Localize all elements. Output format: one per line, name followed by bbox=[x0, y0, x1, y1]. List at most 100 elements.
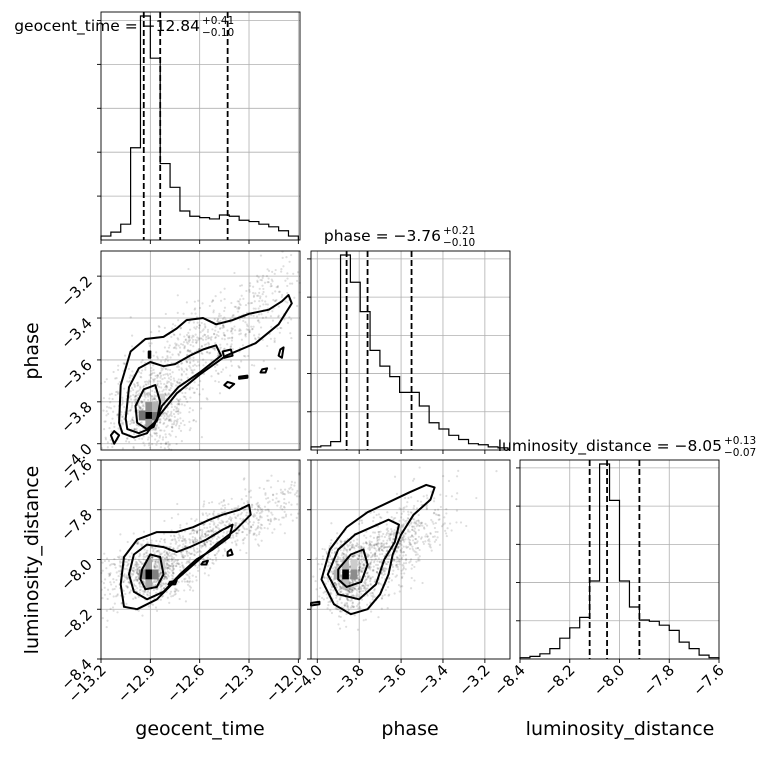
sample-point bbox=[157, 549, 160, 552]
sample-point bbox=[160, 369, 163, 372]
sample-point bbox=[392, 537, 395, 540]
sample-point bbox=[372, 568, 375, 571]
sample-point bbox=[338, 588, 341, 591]
sample-point bbox=[410, 534, 414, 537]
sample-point bbox=[222, 331, 225, 335]
sample-point bbox=[235, 542, 238, 545]
sample-point bbox=[136, 542, 139, 546]
sample-point bbox=[411, 525, 414, 529]
sample-point bbox=[169, 434, 172, 437]
sample-point bbox=[343, 619, 346, 622]
sample-point bbox=[182, 554, 185, 557]
sample-point bbox=[413, 579, 416, 582]
sample-point bbox=[177, 410, 180, 413]
sample-point bbox=[109, 407, 113, 410]
sample-point bbox=[380, 548, 384, 552]
sample-point bbox=[325, 550, 328, 553]
sample-point bbox=[375, 543, 379, 546]
sample-point bbox=[338, 627, 342, 630]
sample-point bbox=[201, 528, 204, 531]
sample-point bbox=[166, 566, 169, 569]
sample-point bbox=[132, 570, 136, 573]
sample-point bbox=[111, 588, 114, 591]
sample-point bbox=[165, 385, 168, 388]
sample-point bbox=[150, 369, 153, 372]
sample-point bbox=[338, 582, 341, 585]
sample-point bbox=[322, 598, 325, 601]
sample-point bbox=[195, 387, 199, 391]
sample-point bbox=[142, 558, 145, 561]
sample-point bbox=[170, 335, 173, 338]
sample-point bbox=[188, 334, 191, 337]
sample-point bbox=[346, 603, 349, 606]
sample-point bbox=[375, 555, 379, 558]
sample-point bbox=[378, 547, 381, 551]
sample-point bbox=[213, 318, 216, 321]
sample-point bbox=[142, 350, 145, 353]
sample-point bbox=[357, 572, 360, 575]
sample-point bbox=[173, 537, 177, 541]
sample-point bbox=[220, 519, 223, 522]
sample-point bbox=[400, 572, 403, 575]
sample-point bbox=[366, 572, 369, 575]
sample-point bbox=[229, 345, 233, 348]
sample-point bbox=[185, 562, 188, 565]
sample-point bbox=[346, 589, 350, 592]
sample-point bbox=[372, 516, 375, 519]
sample-point bbox=[186, 360, 189, 363]
sample-point bbox=[119, 549, 122, 552]
sample-point bbox=[373, 544, 376, 547]
sample-point bbox=[230, 519, 233, 522]
sample-point bbox=[373, 580, 376, 583]
sample-point bbox=[129, 394, 132, 398]
sample-point bbox=[248, 330, 251, 333]
sample-point bbox=[419, 537, 423, 540]
sample-point bbox=[221, 317, 225, 321]
sample-point bbox=[151, 546, 154, 549]
sample-point bbox=[163, 571, 167, 574]
sample-point bbox=[356, 628, 360, 631]
sample-point bbox=[326, 607, 329, 610]
sample-point bbox=[139, 385, 142, 388]
sample-point bbox=[181, 391, 184, 395]
sample-point bbox=[117, 427, 120, 430]
sample-point bbox=[269, 520, 272, 523]
sample-point bbox=[118, 564, 121, 567]
sample-point bbox=[205, 530, 208, 533]
sample-point bbox=[136, 563, 139, 566]
sample-point bbox=[325, 593, 328, 596]
sample-point bbox=[129, 422, 132, 426]
sample-point bbox=[356, 538, 359, 541]
sample-point bbox=[155, 591, 158, 594]
sample-point bbox=[147, 436, 150, 439]
sample-point bbox=[377, 542, 380, 545]
sample-point bbox=[166, 356, 169, 359]
sample-point bbox=[113, 563, 116, 566]
sample-point bbox=[134, 577, 137, 581]
sample-point bbox=[158, 436, 161, 439]
sample-point bbox=[200, 538, 203, 541]
sample-point bbox=[170, 569, 173, 572]
sample-point bbox=[233, 507, 236, 510]
sample-point bbox=[173, 346, 176, 349]
sample-point bbox=[424, 522, 427, 525]
sample-point bbox=[206, 351, 209, 354]
sample-point bbox=[355, 542, 359, 545]
sample-point bbox=[155, 550, 158, 553]
sample-point bbox=[404, 554, 408, 557]
sample-point bbox=[159, 371, 162, 374]
sample-point bbox=[201, 544, 204, 547]
sample-point bbox=[133, 395, 137, 399]
sample-point bbox=[175, 589, 178, 592]
sample-point bbox=[348, 575, 351, 578]
sample-point bbox=[381, 568, 385, 571]
sample-point bbox=[161, 582, 165, 585]
sample-point bbox=[121, 402, 124, 405]
sample-point bbox=[182, 312, 185, 315]
sample-point bbox=[159, 376, 162, 379]
sample-point bbox=[371, 595, 375, 599]
sample-point bbox=[170, 383, 173, 387]
sample-point bbox=[239, 517, 242, 520]
sample-point bbox=[188, 538, 191, 541]
sample-point bbox=[416, 547, 420, 550]
